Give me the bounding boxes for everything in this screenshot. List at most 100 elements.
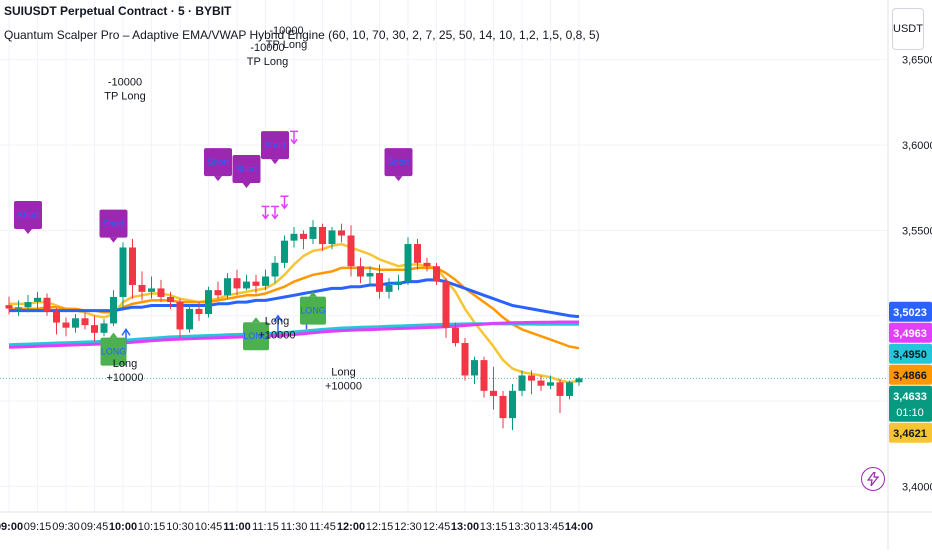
- long-marker-pointer: [109, 332, 118, 338]
- candle-body: [167, 296, 174, 303]
- candle-body: [414, 244, 421, 263]
- price-label: 3,4950: [889, 343, 932, 364]
- exit-marker: Short: [204, 148, 232, 182]
- exit-marker-pointer: [242, 182, 251, 188]
- tp-flag-head: [271, 214, 279, 220]
- candle-body: [528, 375, 535, 381]
- candle-body: [205, 290, 212, 315]
- candle-body: [290, 233, 298, 241]
- long-marker-box: [243, 322, 269, 351]
- long-marker-box: [100, 337, 127, 366]
- x-tick-label: 11:45: [309, 521, 336, 533]
- grid-lines: [0, 0, 888, 512]
- candle-body: [575, 378, 583, 383]
- x-tick-label: 12:30: [394, 521, 422, 533]
- x-tick-label: 12:45: [423, 521, 451, 533]
- exit-marker: Short: [384, 148, 413, 182]
- candle-body: [404, 244, 412, 282]
- price-label-bg: [889, 322, 932, 343]
- candle-body: [347, 235, 355, 267]
- x-tick-label: 13:00: [451, 521, 479, 533]
- x-tick-label: 13:15: [480, 521, 508, 533]
- candle-body: [100, 323, 108, 333]
- candle-body: [300, 233, 307, 239]
- candle-body: [43, 297, 51, 312]
- price-label-text: 3,4633: [893, 391, 927, 403]
- currency-label: USDT: [893, 23, 923, 35]
- exit-marker-pointer: [109, 237, 118, 243]
- entry-arrow-head: [273, 314, 283, 323]
- exit-marker-box: [99, 209, 128, 238]
- price-label-countdown: 01:10: [896, 407, 924, 419]
- exit-marker: Short: [261, 131, 289, 165]
- long-marker-pointer: [252, 317, 260, 323]
- price-label-bg: [889, 343, 932, 364]
- currency-button[interactable]: USDT: [892, 8, 924, 50]
- candle-body: [452, 327, 459, 344]
- candle-body: [433, 266, 440, 282]
- candle-body: [119, 247, 127, 297]
- candle-body: [281, 240, 288, 263]
- long-marker: LONG: [100, 332, 127, 366]
- candle-body: [15, 307, 22, 309]
- trade-label-line1: Long: [113, 358, 137, 370]
- exit-marker: Short: [232, 154, 261, 188]
- study-legend[interactable]: Quantum Scalper Pro – Adaptive EMA/VWAP …: [4, 28, 600, 42]
- price-label-text: 3,4963: [893, 328, 927, 340]
- series-line-ema_fast: [9, 242, 580, 384]
- candle-body: [271, 262, 279, 277]
- candle-body: [214, 290, 222, 296]
- symbol-title[interactable]: SUIUSDT Perpetual Contract · 5 · BYBIT: [4, 4, 232, 18]
- candle-body: [309, 226, 317, 239]
- candle-body: [471, 360, 478, 376]
- exit-marker-box: [14, 201, 42, 230]
- long-marker-label: LONG: [243, 331, 269, 341]
- exit-marker-pointer: [24, 229, 32, 235]
- price-label: 3,4633 01:10: [889, 385, 932, 422]
- candle-body: [233, 278, 241, 289]
- candle-body: [148, 288, 155, 292]
- x-tick-label: 12:00: [337, 521, 365, 533]
- candle-body: [366, 273, 374, 277]
- trade-label-line2: TP Long: [247, 56, 288, 68]
- price-label-text: 3,4621: [893, 428, 927, 440]
- candle-body: [357, 266, 364, 277]
- exit-marker-box: [384, 148, 413, 177]
- candle-body: [490, 390, 497, 396]
- x-tick-label: 11:15: [252, 521, 279, 533]
- x-tick-label: 14:00: [565, 521, 593, 533]
- candle-body: [110, 296, 117, 324]
- x-tick-label: 11:00: [223, 521, 251, 533]
- price-label-bg: [889, 385, 932, 422]
- trade-label-line1: -10000: [269, 25, 303, 37]
- long-marker-label: LONG: [300, 306, 326, 316]
- exit-marker-label: Short: [103, 219, 125, 229]
- y-tick-label: 3,5500: [902, 225, 932, 237]
- exit-marker: Short: [99, 209, 128, 243]
- exit-marker-box: [261, 131, 289, 160]
- exit-marker-box: [204, 148, 232, 177]
- candle-body: [186, 308, 193, 330]
- price-label-bg: [889, 364, 932, 385]
- exit-marker-label: Short: [236, 164, 258, 174]
- exit-marker-pointer: [214, 176, 222, 182]
- x-tick-label: 10:45: [195, 521, 223, 533]
- candle-body: [480, 360, 488, 391]
- lightning-bolt-button[interactable]: [861, 467, 885, 491]
- tp-flag-head: [280, 203, 289, 210]
- x-tick-label: 13:45: [537, 521, 565, 533]
- exit-marker-box: [232, 154, 261, 183]
- candle-body: [556, 382, 564, 396]
- candle-body: [423, 262, 431, 267]
- candle-body: [72, 318, 79, 328]
- exit-marker-pointer: [271, 159, 279, 165]
- x-tick-label: 10:15: [138, 521, 166, 533]
- price-label-text: 3,4866: [893, 370, 927, 382]
- x-tick-label: 12:15: [366, 521, 394, 533]
- long-marker-pointer: [309, 291, 317, 297]
- candle-body: [243, 281, 250, 289]
- price-label-bg: [889, 422, 932, 443]
- trade-label-line2: TP Long: [104, 90, 145, 102]
- candle-body: [566, 382, 573, 396]
